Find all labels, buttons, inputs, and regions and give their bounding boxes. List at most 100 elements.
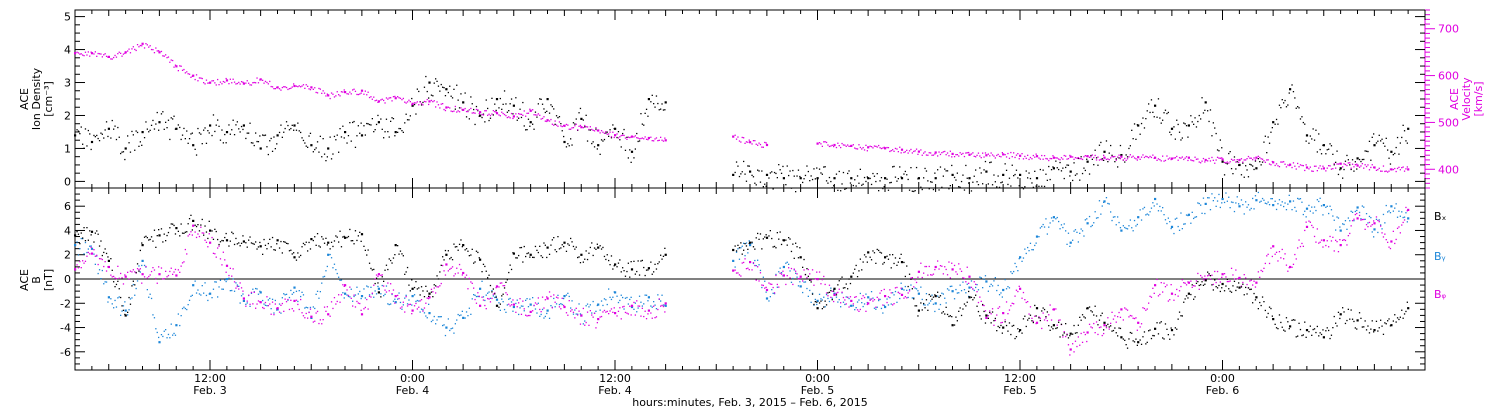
sample-point-s2-72-10 xyxy=(1304,321,1306,323)
sample-point-s4-44-8 xyxy=(828,284,831,286)
sample-point-s0-65-5 xyxy=(1178,131,1181,133)
sample-point-s3-56-10 xyxy=(1034,244,1036,247)
sample-point-s2-75-5 xyxy=(1347,308,1349,310)
sample-point-s1-66-9 xyxy=(1201,160,1203,162)
sample-point-s4-7-1 xyxy=(194,231,196,233)
sample-point-s3-66-6 xyxy=(1197,202,1199,204)
sample-point-s3-3-11 xyxy=(141,264,143,267)
sample-point-s1-14-8 xyxy=(322,90,324,92)
sample-point-s0-68-10 xyxy=(1236,161,1238,163)
sample-point-s3-44-9 xyxy=(830,287,832,289)
sample-point-s3-48-3 xyxy=(889,297,891,299)
sample-point-s3-29-4 xyxy=(570,307,572,309)
sample-point-s4-70-5 xyxy=(1263,267,1265,269)
sample-point-s3-34-3 xyxy=(653,301,655,303)
sample-point-s4-3-11 xyxy=(141,282,143,284)
sample-point-s0-2-10 xyxy=(122,151,125,153)
data-point-s4-73 xyxy=(1305,225,1309,228)
sample-point-s3-68-3 xyxy=(1226,200,1228,202)
sample-point-s2-50-11 xyxy=(934,294,936,296)
data-point-s0-48 xyxy=(884,177,887,180)
sample-point-s1-6-5 xyxy=(183,68,185,71)
sample-point-s2-52-1 xyxy=(953,324,956,326)
sample-point-s2-6-11 xyxy=(191,229,193,231)
sample-point-s3-60-8 xyxy=(1098,200,1101,202)
sample-point-s3-25-3 xyxy=(501,298,503,300)
sample-point-s4-14-10 xyxy=(325,310,327,312)
data-point-s3-53 xyxy=(968,286,971,289)
sample-point-s1-40-2 xyxy=(752,140,755,142)
data-point-s2-67 xyxy=(1204,279,1207,282)
sample-point-s4-76-8 xyxy=(1368,221,1371,224)
sample-point-s0-3-2 xyxy=(128,142,130,144)
sample-point-s0-0-2 xyxy=(77,130,80,132)
sample-point-s4-65-1 xyxy=(1173,299,1175,301)
sample-point-s1-30-5 xyxy=(588,128,590,131)
sample-point-s3-63-5 xyxy=(1145,214,1147,216)
data-point-s3-71 xyxy=(1272,204,1275,207)
sample-point-s4-28-7 xyxy=(557,297,559,299)
sample-point-s2-22-3 xyxy=(450,256,452,259)
sample-point-s0-12-4 xyxy=(283,131,285,133)
sample-point-s0-21-9 xyxy=(442,86,444,88)
sample-point-s1-33-8 xyxy=(643,138,645,140)
sample-point-s4-39-10 xyxy=(747,267,749,269)
sample-point-s3-17-6 xyxy=(370,286,372,288)
data-point-s4-8 xyxy=(209,241,212,244)
sample-point-s2-4-1 xyxy=(143,236,146,238)
sample-point-s3-0-3 xyxy=(79,248,81,250)
sample-point-s1-46-2 xyxy=(854,147,856,149)
sample-point-s0-60-6 xyxy=(1095,157,1098,159)
sample-point-s1-50-10 xyxy=(932,154,935,156)
sample-point-s0-54-6 xyxy=(994,181,996,183)
sample-point-s0-29-1 xyxy=(565,146,568,148)
sample-point-s1-78-6 xyxy=(1399,169,1401,171)
sample-point-s0-45-7 xyxy=(844,188,846,190)
sample-point-s3-64-9 xyxy=(1167,217,1169,219)
sample-point-s1-8-2 xyxy=(212,80,215,82)
sample-point-s0-43-11 xyxy=(816,167,818,169)
sample-point-s2-5-6 xyxy=(167,231,170,234)
sample-point-s4-39-2 xyxy=(735,272,738,274)
sample-point-s0-62-7 xyxy=(1131,129,1133,131)
sample-point-s2-54-2 xyxy=(989,311,991,314)
sample-point-s4-61-1 xyxy=(1105,327,1108,329)
sample-point-s4-54-8 xyxy=(997,307,999,309)
sample-point-s0-46-10 xyxy=(865,180,867,183)
sample-point-s0-70-11 xyxy=(1271,127,1273,129)
sample-point-s4-17-9 xyxy=(374,278,376,280)
sample-point-s4-71-5 xyxy=(1280,257,1282,259)
sample-point-s3-62-1 xyxy=(1122,225,1124,227)
sample-point-s3-32-11 xyxy=(630,296,632,298)
sample-point-s2-48-6 xyxy=(893,262,895,265)
sample-point-s1-12-10 xyxy=(291,86,293,88)
sample-point-s1-71-1 xyxy=(1274,164,1276,167)
sample-point-s1-14-2 xyxy=(314,87,316,89)
sample-point-s4-78-8 xyxy=(1402,221,1404,224)
sample-point-s3-76-1 xyxy=(1358,211,1361,214)
sample-point-s4-31-3 xyxy=(602,311,604,313)
sample-point-s4-4-11 xyxy=(158,266,160,268)
sample-point-s0-59-8 xyxy=(1081,172,1084,175)
sample-point-s2-17-10 xyxy=(375,277,378,279)
sample-point-s2-59-1 xyxy=(1072,333,1074,335)
data-point-s2-6 xyxy=(175,227,178,230)
sample-point-s0-48-3 xyxy=(889,182,891,184)
sample-point-s4-14-5 xyxy=(318,322,320,325)
data-point-s4-16 xyxy=(344,284,347,287)
sample-point-s2-22-1 xyxy=(447,250,449,252)
sample-point-s4-74-5 xyxy=(1330,240,1333,242)
sample-point-s4-62-3 xyxy=(1125,308,1127,310)
sample-point-s1-14-4 xyxy=(316,92,319,94)
data-point-s4-63 xyxy=(1137,321,1140,324)
sample-point-s2-76-6 xyxy=(1365,329,1368,331)
sample-point-s3-26-6 xyxy=(522,305,524,307)
sample-point-s0-30-1 xyxy=(582,119,584,121)
sample-point-s2-51-6 xyxy=(944,313,946,315)
data-point-s4-5 xyxy=(158,273,161,276)
sample-point-s2-77-8 xyxy=(1385,323,1387,325)
sample-point-s2-13-10 xyxy=(308,241,310,244)
sample-point-s4-1-3 xyxy=(96,254,98,256)
sample-point-s0-20-6 xyxy=(420,104,423,106)
data-point-s3-7 xyxy=(192,284,195,287)
